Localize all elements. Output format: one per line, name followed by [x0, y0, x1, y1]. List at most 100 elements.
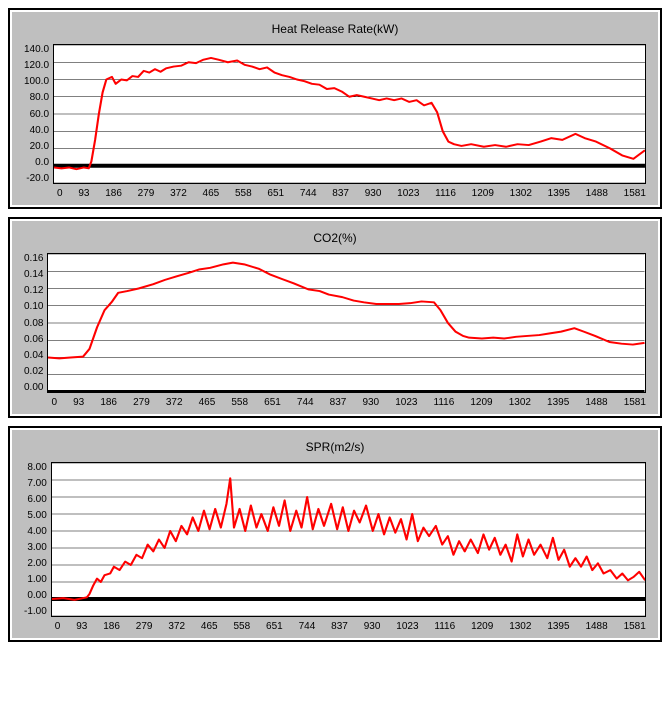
- y-tick-label: 2.00: [27, 558, 46, 569]
- x-tick-label: 186: [100, 397, 117, 408]
- chart-panel-2: SPR(m2/s)8.00 7.00 6.00 5.00 4.00 3.00 2.00 1.0…: [8, 426, 662, 642]
- y-tick-label: 80.0: [30, 92, 49, 103]
- chart-title: SPR(m2/s): [24, 434, 646, 462]
- y-tick-label: 120.0: [24, 60, 49, 71]
- y-tick-label: 5.00: [27, 510, 46, 521]
- x-tick-label: 1116: [434, 397, 455, 408]
- x-tick-label: 93: [76, 621, 87, 632]
- plot-area: [51, 462, 646, 617]
- x-axis: 0 93 186 279 372 465 558 651 744 837 930 1023 1116 12…: [55, 617, 646, 632]
- x-tick-label: 558: [231, 397, 248, 408]
- x-tick-label: 1581: [624, 397, 646, 408]
- x-tick-label: 1023: [395, 397, 417, 408]
- y-axis: 140.0 120.0 100.0 80.0 60.0 40.0 20.0 0.0 -20.0: [24, 44, 53, 184]
- data-series-line: [48, 263, 645, 359]
- y-tick-label: 0.12: [24, 285, 43, 296]
- y-tick-label: 0.16: [24, 253, 43, 264]
- y-tick-label: 0.08: [24, 318, 43, 329]
- y-tick-label: 60.0: [30, 109, 49, 120]
- x-tick-label: 744: [300, 188, 317, 199]
- x-tick-label: 1209: [471, 621, 493, 632]
- x-tick-label: 1116: [435, 188, 456, 199]
- x-tick-label: 0: [51, 397, 57, 408]
- x-tick-label: 0: [57, 188, 63, 199]
- data-series-line: [54, 58, 645, 169]
- y-tick-label: 6.00: [27, 494, 46, 505]
- x-tick-label: 465: [199, 397, 216, 408]
- x-tick-label: 1302: [509, 621, 531, 632]
- x-tick-label: 1209: [472, 188, 494, 199]
- x-tick-label: 1116: [434, 621, 455, 632]
- x-tick-label: 372: [166, 397, 183, 408]
- x-tick-label: 1488: [585, 397, 607, 408]
- y-tick-label: 20.0: [30, 141, 49, 152]
- x-tick-label: 186: [103, 621, 120, 632]
- x-tick-label: 465: [201, 621, 218, 632]
- x-tick-label: 930: [362, 397, 379, 408]
- x-axis: 0 93 186 279 372 465 558 651 744 837 930 1023 1116 12…: [57, 184, 646, 199]
- y-tick-label: 8.00: [27, 462, 46, 473]
- y-tick-label: 1.00: [27, 574, 46, 585]
- x-tick-label: 651: [266, 621, 283, 632]
- x-tick-label: 372: [170, 188, 187, 199]
- y-tick-label: 0.00: [24, 382, 43, 393]
- y-tick-label: 0.10: [24, 301, 43, 312]
- y-tick-label: 40.0: [30, 125, 49, 136]
- x-tick-label: 837: [330, 397, 347, 408]
- chart-panel-0: Heat Release Rate(kW)140.0 120.0 100.0 80.0…: [8, 8, 662, 209]
- x-tick-label: 465: [203, 188, 220, 199]
- y-tick-label: 0.04: [24, 350, 43, 361]
- y-axis: 0.16 0.14 0.12 0.10 0.08 0.06 0.04 0.02 0.00: [24, 253, 47, 393]
- x-tick-label: 93: [73, 397, 84, 408]
- x-tick-label: 93: [78, 188, 89, 199]
- x-tick-label: 1395: [547, 621, 569, 632]
- x-tick-label: 744: [299, 621, 316, 632]
- x-tick-label: 186: [105, 188, 122, 199]
- y-tick-label: 0.14: [24, 269, 43, 280]
- data-series-line: [52, 478, 645, 600]
- y-tick-label: 7.00: [27, 478, 46, 489]
- y-tick-label: 0.00: [27, 590, 46, 601]
- plot-area: [53, 44, 646, 184]
- y-tick-label: -1.00: [24, 606, 47, 617]
- x-tick-label: 837: [332, 188, 349, 199]
- x-tick-label: 279: [133, 397, 150, 408]
- x-tick-label: 1302: [509, 397, 531, 408]
- y-tick-label: 3.00: [27, 542, 46, 553]
- y-tick-label: 140.0: [24, 44, 49, 55]
- x-tick-label: 651: [267, 188, 284, 199]
- x-tick-label: 1395: [548, 188, 570, 199]
- chart-panel-1: CO2(%)0.160.140.120.100.080.060.040.020.…: [8, 217, 662, 418]
- x-tick-label: 558: [233, 621, 250, 632]
- x-tick-label: 1488: [585, 621, 607, 632]
- x-axis: 0 93 186 279 372 465 558 651 744 837 930 1023 1116 12…: [51, 393, 646, 408]
- y-tick-label: 0.0: [35, 157, 49, 168]
- x-tick-label: 1488: [586, 188, 608, 199]
- y-tick-label: 100.0: [24, 76, 49, 87]
- chart-title: Heat Release Rate(kW): [24, 16, 646, 44]
- x-tick-label: 0: [55, 621, 61, 632]
- x-tick-label: 930: [365, 188, 382, 199]
- x-tick-label: 1023: [397, 188, 419, 199]
- x-tick-label: 1209: [470, 397, 492, 408]
- y-tick-label: -20.0: [26, 173, 49, 184]
- x-tick-label: 930: [364, 621, 381, 632]
- x-tick-label: 372: [168, 621, 185, 632]
- x-tick-label: 651: [264, 397, 281, 408]
- y-tick-label: 0.02: [24, 366, 43, 377]
- x-tick-label: 279: [136, 621, 153, 632]
- x-tick-label: 1395: [547, 397, 569, 408]
- y-axis: 8.00 7.00 6.00 5.00 4.00 3.00 2.00 1.00 0.00 -1.0…: [24, 462, 51, 617]
- x-tick-label: 1581: [624, 621, 646, 632]
- plot-area: [47, 253, 646, 393]
- x-tick-label: 837: [331, 621, 348, 632]
- y-tick-label: 4.00: [27, 526, 46, 537]
- x-tick-label: 558: [235, 188, 252, 199]
- x-tick-label: 279: [138, 188, 155, 199]
- x-tick-label: 1023: [396, 621, 418, 632]
- x-tick-label: 1302: [510, 188, 532, 199]
- x-tick-label: 744: [297, 397, 314, 408]
- x-tick-label: 1581: [624, 188, 646, 199]
- y-tick-label: 0.06: [24, 334, 43, 345]
- chart-title: CO2(%): [24, 225, 646, 253]
